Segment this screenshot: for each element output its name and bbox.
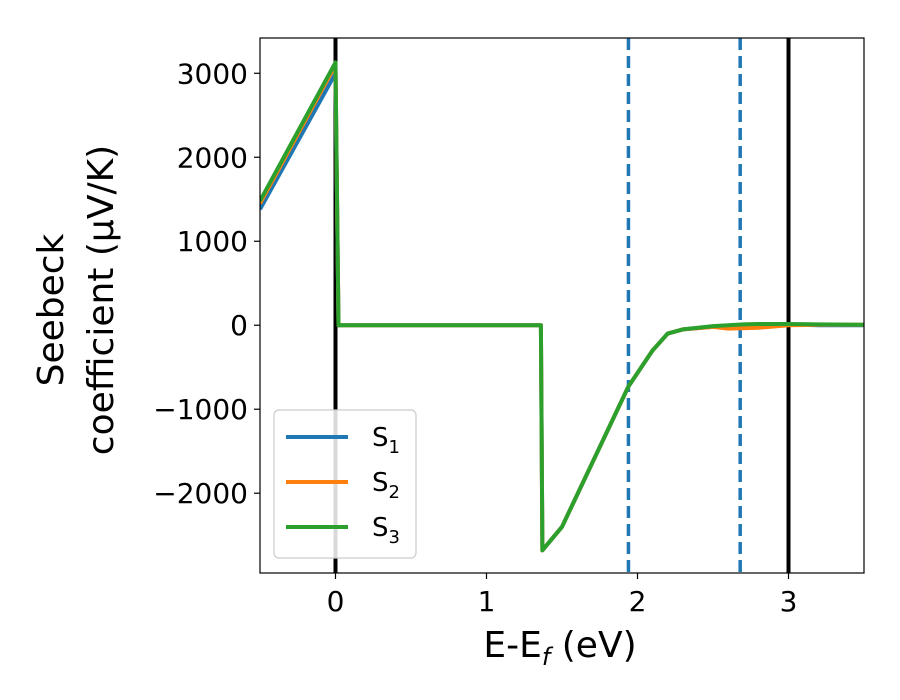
y-tick-label: 3000 — [177, 57, 248, 90]
x-tick-label: 3 — [780, 585, 798, 618]
x-tick-label: 2 — [629, 585, 647, 618]
y-tick-label: 0 — [230, 309, 248, 342]
legend-label-s3: S3 — [372, 513, 400, 548]
plot-frame — [259, 37, 865, 574]
x-tick-label: 0 — [327, 585, 345, 618]
axis-ticks: 0 1 2 3 −2000 −1000 0 1000 2000 3000 — [153, 57, 797, 618]
y-axis-label-line1: Seebeck — [31, 233, 72, 386]
x-axis-label: E-Ef (eV) — [483, 625, 636, 671]
x-tick-label: 1 — [478, 585, 496, 618]
legend: S1 S2 S3 — [273, 409, 417, 559]
legend-label-s2: S2 — [372, 468, 400, 503]
legend-label-s1: S1 — [372, 423, 400, 458]
plot-area — [259, 37, 865, 574]
y-axis-label-line2: coefficient (μV/K) — [81, 145, 122, 455]
y-tick-label: 1000 — [177, 225, 248, 258]
y-tick-label: 2000 — [177, 141, 248, 174]
y-tick-label: −1000 — [153, 393, 248, 426]
series-line-s3 — [260, 60, 864, 553]
y-tick-label: −2000 — [153, 477, 248, 510]
